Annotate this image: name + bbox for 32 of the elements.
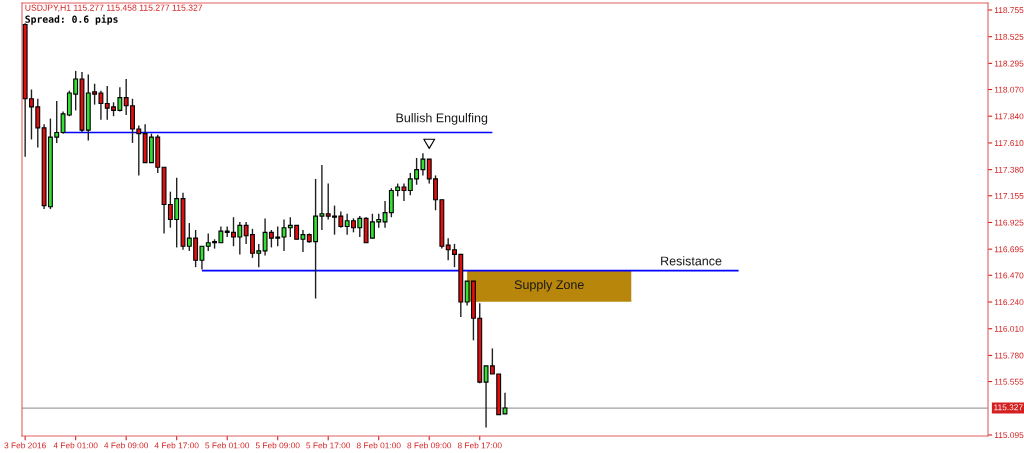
- ref-line-label: 115.327: [994, 404, 1023, 411]
- series-label: Resistance: [661, 256, 722, 266]
- text: Spread: 0.6 pips: [25, 14, 118, 25]
- x-tick-label: 8 Feb 09:00: [407, 442, 452, 449]
- y-tick-label: 116.695: [994, 246, 1024, 253]
- x-tick-label: 4 Feb 01:00: [53, 442, 98, 449]
- y-tick-label: 118.525: [994, 33, 1024, 40]
- x-tick-label: 8 Feb 17:00: [457, 442, 502, 449]
- y-tick-label: 115.780: [994, 352, 1024, 359]
- y-tick-label: 117.380: [994, 166, 1024, 173]
- annotation: Bullish Engulfing: [396, 113, 488, 125]
- x-tick-label: 5 Feb 01:00: [205, 442, 250, 449]
- y-tick-label: 118.070: [994, 86, 1024, 93]
- x-tick-label: 3 Feb 2016: [4, 442, 46, 449]
- y-tick-label: 116.010: [994, 325, 1024, 332]
- x-tick-label: 4 Feb 17:00: [154, 442, 199, 449]
- chart-title: USDJPY,H1 115.277 115.458 115.277 115.327: [25, 4, 203, 12]
- y-tick-label: 117.610: [994, 140, 1024, 147]
- y-tick-label: 118.755: [994, 7, 1024, 14]
- x-tick-label: 5 Feb 17:00: [306, 442, 351, 449]
- x-tick-label: 8 Feb 01:00: [356, 442, 401, 449]
- y-tick-label: 118.295: [994, 60, 1024, 67]
- y-tick-label: 117.840: [994, 113, 1024, 120]
- y-tick-label: 115.555: [994, 378, 1024, 385]
- y-tick-label: 116.240: [994, 299, 1024, 306]
- y-tick-label: 116.470: [994, 272, 1024, 279]
- series-label: Supply Zone: [514, 279, 584, 292]
- y-tick-label: 115.095: [994, 432, 1024, 439]
- x-tick-label: 5 Feb 09:00: [255, 442, 300, 449]
- y-tick-label: 116.925: [994, 219, 1024, 226]
- y-tick-label: 117.155: [994, 193, 1024, 199]
- x-tick-label: 4 Feb 09:00: [104, 442, 149, 449]
